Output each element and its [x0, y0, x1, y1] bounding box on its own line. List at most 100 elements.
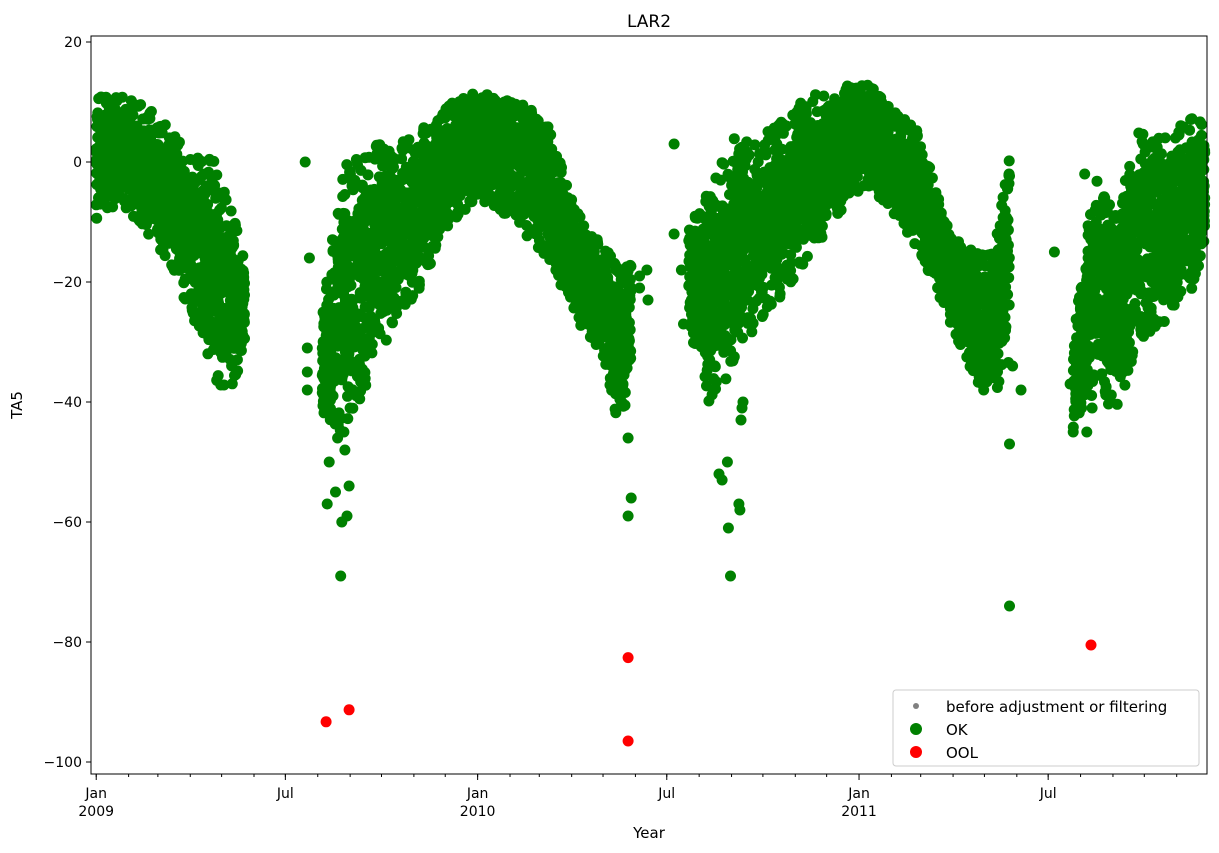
- ok-point: [212, 370, 224, 382]
- ok-point: [210, 327, 221, 339]
- ok-point: [337, 173, 349, 185]
- ok-point: [688, 308, 700, 319]
- ok-point: [719, 317, 731, 329]
- ok-point: [348, 237, 359, 248]
- ok-point: [728, 290, 740, 302]
- ok-point: [325, 286, 337, 298]
- ok-point: [689, 210, 701, 222]
- ok-point: [734, 185, 746, 196]
- ok-point: [400, 211, 412, 223]
- ok-point: [388, 254, 400, 266]
- ok-point: [703, 395, 715, 407]
- ok-point: [413, 275, 425, 287]
- ok-point: [168, 142, 180, 154]
- ok-point: [180, 219, 191, 231]
- ok-point: [732, 326, 744, 338]
- ok-point: [359, 216, 371, 228]
- ok-point: [98, 111, 110, 123]
- ok-point: [703, 361, 715, 373]
- ok-point: [215, 232, 227, 244]
- ok-point: [467, 88, 479, 100]
- ok-point: [180, 209, 191, 221]
- ok-point: [546, 209, 558, 220]
- ok-point: [765, 257, 777, 269]
- ok-point: [355, 265, 367, 277]
- ok-point: [397, 174, 408, 186]
- ok-point: [170, 243, 182, 255]
- ok-point: [453, 179, 465, 191]
- ok-point: [235, 314, 247, 326]
- ok-point: [339, 189, 351, 200]
- ok-point: [684, 249, 696, 261]
- ok-point: [385, 210, 397, 222]
- ok-point: [196, 170, 208, 182]
- ok-point: [103, 154, 115, 166]
- ok-point: [430, 176, 442, 188]
- ok-point: [340, 216, 352, 228]
- chart-title: LAR2: [627, 12, 671, 32]
- ok-point: [363, 202, 375, 214]
- ok-point: [369, 211, 381, 223]
- ok-point: [472, 146, 484, 157]
- ok-point: [579, 246, 591, 258]
- ok-point: [452, 128, 464, 140]
- ok-point: [184, 254, 196, 266]
- ok-point: [360, 379, 372, 391]
- ok-point: [736, 234, 748, 246]
- ok-point: [235, 302, 247, 314]
- ok-point: [91, 146, 102, 158]
- ok-point: [418, 137, 430, 149]
- ok-point: [562, 247, 574, 259]
- ok-point: [708, 373, 720, 385]
- ok-point: [794, 162, 806, 174]
- ok-point: [176, 187, 188, 199]
- ok-point: [781, 273, 793, 285]
- ok-point: [734, 254, 746, 266]
- ok-point: [328, 326, 339, 338]
- ok-point: [777, 247, 789, 259]
- ok-point: [759, 144, 771, 156]
- ok-point: [389, 272, 400, 284]
- ok-point: [391, 301, 402, 313]
- ok-point: [360, 185, 372, 197]
- ok-point: [200, 328, 212, 340]
- ok-point: [194, 155, 206, 167]
- ok-point: [418, 165, 430, 177]
- ok-point: [374, 328, 386, 340]
- ok-point: [690, 324, 702, 336]
- ok-point: [615, 302, 627, 314]
- ok-point: [622, 265, 634, 277]
- ok-point: [547, 248, 559, 260]
- ok-point: [318, 368, 329, 380]
- ok-point: [582, 304, 594, 316]
- ok-point: [125, 200, 137, 212]
- ok-point: [95, 183, 107, 195]
- ok-point: [212, 286, 224, 298]
- ok-point: [122, 124, 134, 136]
- ok-point: [695, 279, 706, 291]
- ok-point: [794, 233, 806, 245]
- ok-point: [432, 231, 444, 243]
- ok-point: [752, 189, 764, 201]
- ok-point: [226, 234, 237, 246]
- ok-point: [226, 378, 238, 390]
- ok-point: [710, 172, 722, 184]
- ok-point: [201, 319, 213, 331]
- ok-point: [376, 155, 388, 167]
- ok-point: [220, 349, 232, 360]
- ok-point: [478, 94, 490, 106]
- ok-point: [785, 257, 797, 269]
- ok-point: [213, 223, 225, 235]
- ok-point: [621, 351, 633, 363]
- ok-point: [685, 272, 697, 284]
- ok-point: [756, 311, 768, 322]
- ok-point: [494, 203, 506, 215]
- ok-point: [396, 142, 408, 154]
- ok-point: [493, 162, 505, 174]
- ok-point: [344, 323, 356, 335]
- ok-point: [168, 223, 180, 235]
- ok-point: [344, 273, 355, 285]
- ok-point: [713, 215, 725, 227]
- ok-point: [774, 291, 786, 303]
- ok-point: [232, 282, 244, 294]
